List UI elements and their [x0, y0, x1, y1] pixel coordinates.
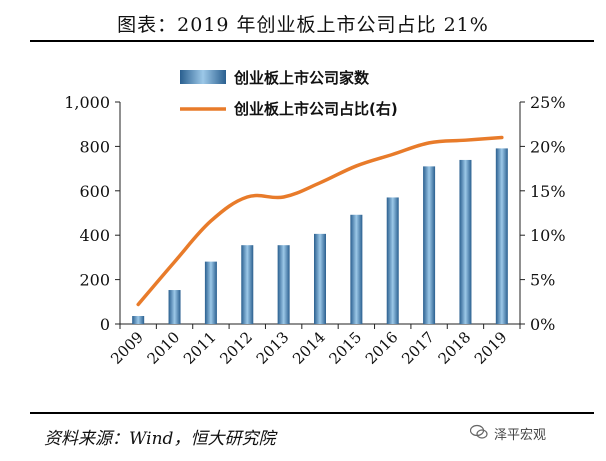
legend: 创业板上市公司家数 创业板上市公司占比(右)	[180, 69, 398, 118]
x-tick-label: 2016	[362, 328, 402, 368]
bar	[204, 261, 217, 324]
x-tick-label: 2018	[435, 328, 475, 368]
legend-bar-swatch	[180, 70, 226, 84]
bar	[350, 214, 363, 324]
legend-bar-label: 创业板上市公司家数	[233, 69, 370, 87]
x-tick-label: 2010	[144, 328, 184, 368]
bar	[241, 245, 254, 324]
figure-title: 图表：2019 年创业板上市公司占比 21%	[117, 14, 489, 36]
line-series	[136, 135, 504, 307]
right-tick-label: 10%	[530, 226, 566, 245]
legend-line-label: 创业板上市公司占比(右)	[233, 100, 398, 118]
left-tick-label: 0	[100, 315, 110, 334]
bar	[459, 159, 472, 324]
axes: 02004006008001,0000%5%10%15%20%25%200920…	[64, 93, 565, 368]
source-note: 资料来源：Wind，恒大研究院	[44, 429, 276, 449]
left-tick-label: 200	[79, 271, 110, 290]
chart: 02004006008001,0000%5%10%15%20%25%200920…	[64, 69, 565, 368]
bar	[495, 148, 508, 324]
right-tick-label: 25%	[530, 93, 566, 112]
left-tick-label: 800	[79, 137, 110, 156]
right-tick-label: 15%	[530, 182, 566, 201]
bar	[314, 233, 326, 324]
x-tick-label: 2019	[471, 328, 511, 368]
right-tick-label: 20%	[530, 137, 566, 156]
watermark: 泽平宏观	[494, 428, 547, 443]
left-tick-label: 600	[79, 182, 110, 201]
wechat-icon	[470, 424, 488, 439]
x-tick-label: 2017	[398, 328, 438, 368]
title-rule	[30, 40, 594, 42]
footer-rule	[30, 412, 594, 414]
bar	[386, 197, 399, 324]
x-tick-label: 2013	[253, 328, 293, 368]
left-tick-label: 400	[79, 226, 110, 245]
x-tick-label: 2014	[289, 328, 329, 368]
bar	[277, 245, 290, 324]
right-tick-label: 5%	[530, 271, 555, 290]
bar	[423, 166, 436, 324]
left-tick-label: 1,000	[64, 93, 110, 112]
bar-series	[132, 148, 508, 324]
right-tick-label: 0%	[530, 315, 555, 334]
x-tick-label: 2011	[180, 328, 220, 368]
x-tick-label: 2012	[216, 328, 256, 368]
x-tick-label: 2015	[325, 328, 365, 368]
bar	[168, 290, 181, 324]
bar	[132, 316, 145, 324]
x-tick-label: 2009	[107, 328, 147, 368]
